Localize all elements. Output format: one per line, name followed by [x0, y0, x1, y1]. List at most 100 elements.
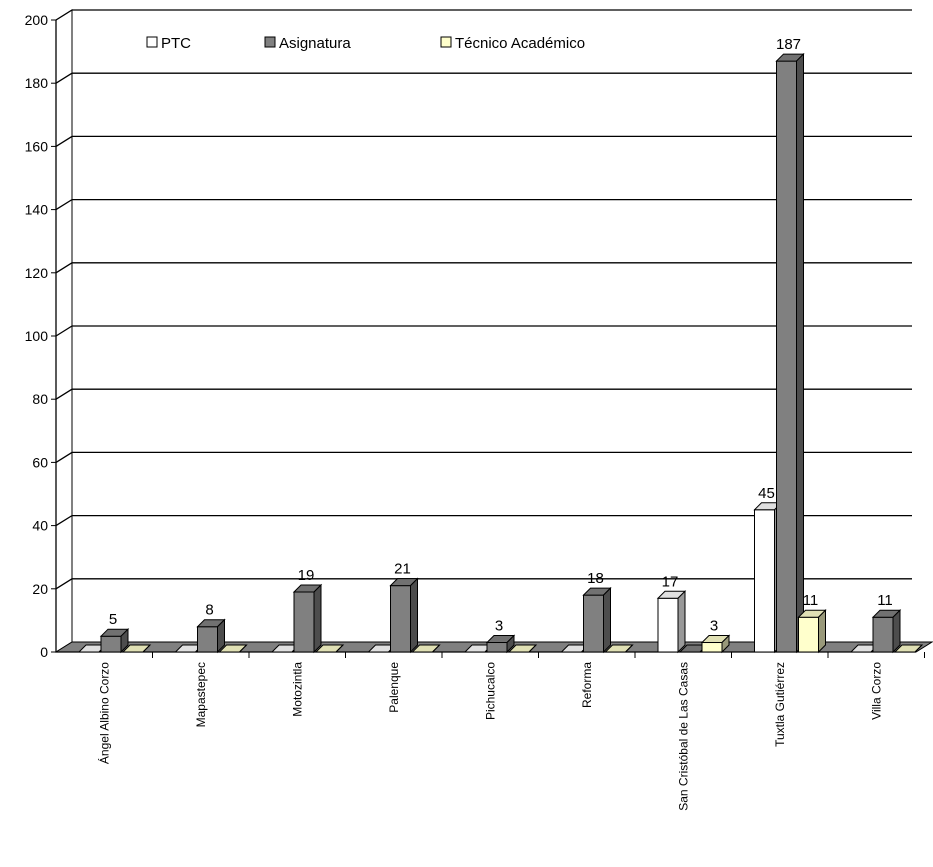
- bar-tecnico-academico-pichucalco-side: [528, 644, 537, 653]
- bar-asignatura-motozintla: [292, 583, 323, 654]
- gridline: [55, 451, 912, 463]
- bar-asignatura-villa-corzo-front: [872, 616, 894, 653]
- gridline: [55, 135, 912, 147]
- y-tick-label: 180: [25, 75, 49, 91]
- bar-tecnico-academico-villa-corzo-side: [914, 644, 923, 653]
- y-tick-label: 200: [25, 12, 49, 28]
- y-tick-label: 0: [40, 644, 48, 660]
- data-labels: 5 8 19 21 3 18 17 3 45 187 11 11: [109, 36, 893, 634]
- data-label-asignatura-palenque: 21: [394, 561, 411, 578]
- legend-label-ptc: PTC: [161, 35, 191, 52]
- bar-asignatura-mapastepec-front: [197, 626, 218, 653]
- bar-tecnico-academico-san-cristobal-de-las-casas-side: [721, 634, 730, 654]
- bar-asignatura-villa-corzo-side: [892, 609, 901, 654]
- category-label-villa-corzo: Villa Corzo: [869, 662, 883, 720]
- bar-tecnico-academico-palenque-side: [432, 644, 440, 653]
- y-tick-label: 140: [25, 202, 49, 218]
- bar-asignatura-tuxtla-gutierrez-side: [796, 52, 804, 654]
- bar-asignatura-angel-albino-corzo: [99, 627, 130, 654]
- bar-asignatura-palenque-front: [390, 585, 411, 653]
- bar-tecnico-academico-tuxtla-gutierrez-front: [798, 616, 819, 653]
- category-label-mapastepec: Mapastepec: [194, 662, 208, 727]
- bar-tecnico-academico-tuxtla-gutierrez-side: [818, 609, 826, 654]
- data-label-asignatura-tuxtla-gutierrez: 187: [776, 36, 801, 53]
- category-label-motozintla: Motozintla: [290, 662, 304, 717]
- bar-tecnico-academico-motozintla: [314, 644, 345, 653]
- bar-asignatura-palenque-side: [410, 577, 418, 654]
- legend-swatch-tecnico-academico: [440, 36, 452, 48]
- bar-asignatura-palenque: [389, 577, 419, 654]
- y-tick-label: 60: [32, 454, 48, 470]
- legend-label-asignatura: Asignatura: [279, 35, 351, 52]
- bar-tecnico-academico-mapastepec: [218, 644, 248, 653]
- bar-asignatura-villa-corzo: [871, 609, 902, 654]
- category-label-san-cristobal-de-las-casas: San Cristóbal de Las Casas: [676, 662, 690, 811]
- data-label-tecnico-academico-tuxtla-gutierrez: 11: [803, 592, 819, 609]
- y-tick-label: 160: [25, 138, 49, 154]
- category-label-pichucalco: Pichucalco: [483, 662, 497, 720]
- gridline: [55, 514, 912, 527]
- bar-tecnico-academico-motozintla-side: [335, 644, 344, 653]
- bar-tecnico-academico-reforma-side: [625, 644, 633, 653]
- bar-asignatura-pichucalco-side: [506, 634, 515, 654]
- bar-tecnico-academico-san-cristobal-de-las-casas: [700, 634, 731, 654]
- data-label-asignatura-angel-albino-corzo: 5: [109, 611, 117, 628]
- bar-asignatura-pichucalco: [485, 634, 516, 654]
- bar-tecnico-academico-villa-corzo: [893, 644, 924, 653]
- bar-tecnico-academico-tuxtla-gutierrez: [797, 609, 827, 654]
- legend-swatch-ptc: [146, 36, 158, 48]
- bar-tecnico-academico-reforma: [604, 644, 634, 653]
- bar-asignatura-angel-albino-corzo-front: [100, 635, 122, 653]
- bar-ptc-tuxtla-gutierrez-front: [754, 509, 775, 653]
- gridline: [55, 388, 912, 400]
- bar-asignatura-reforma: [582, 586, 612, 654]
- bar-asignatura-motozintla-front: [293, 591, 315, 653]
- y-tick-label: 120: [25, 265, 49, 281]
- bar-asignatura-reforma-front: [583, 594, 604, 653]
- gridline: [55, 262, 912, 274]
- legend-label-tecnico-academico: Técnico Académico: [455, 35, 585, 52]
- bar-tecnico-academico-palenque: [411, 644, 441, 653]
- category-label-tuxtla-gutierrez: Tuxtla Gutiérrez: [773, 662, 787, 747]
- data-label-asignatura-reforma: 18: [587, 570, 604, 587]
- gridline: [55, 325, 912, 337]
- bar-asignatura-reforma-side: [603, 586, 611, 654]
- bar-ptc-san-cristobal-de-las-casas-side: [677, 590, 686, 654]
- data-label-asignatura-mapastepec: 8: [205, 602, 213, 619]
- data-label-tecnico-academico-san-cristobal-de-las-casas: 3: [710, 618, 718, 635]
- legend: PTC Asignatura Técnico Académico: [146, 35, 585, 52]
- data-label-ptc-tuxtla-gutierrez: 45: [758, 485, 775, 502]
- bar-ptc-san-cristobal-de-las-casas-front: [657, 597, 679, 653]
- bar-asignatura-motozintla-side: [313, 583, 322, 654]
- data-label-asignatura-motozintla: 19: [298, 567, 315, 584]
- gridline: [55, 72, 912, 84]
- gridlines: [55, 9, 912, 590]
- y-tick-label: 100: [25, 328, 49, 344]
- gridline: [55, 9, 912, 21]
- bar-asignatura-tuxtla-gutierrez-front: [776, 60, 797, 653]
- gridline: [55, 198, 912, 211]
- y-tick-label: 80: [32, 391, 48, 407]
- bar-asignatura-tuxtla-gutierrez: [775, 52, 805, 654]
- bar-tecnico-academico-angel-albino-corzo: [121, 644, 152, 653]
- bar-tecnico-academico-san-cristobal-de-las-casas-front: [701, 642, 723, 653]
- category-label-palenque: Palenque: [387, 662, 401, 713]
- gridline: [55, 578, 912, 590]
- bar-tecnico-academico-angel-albino-corzo-side: [142, 644, 151, 653]
- bar-tecnico-academico-mapastepec-side: [239, 644, 247, 653]
- y-tick-label: 40: [32, 518, 48, 534]
- data-label-asignatura-pichucalco: 3: [495, 618, 503, 635]
- category-label-reforma: Reforma: [580, 662, 594, 708]
- bar-asignatura-pichucalco-front: [486, 642, 508, 653]
- data-label-ptc-san-cristobal-de-las-casas: 17: [662, 573, 679, 590]
- bar-asignatura-angel-albino-corzo-side: [120, 627, 129, 654]
- bar-asignatura-mapastepec-side: [217, 618, 225, 654]
- legend-swatch-asignatura: [264, 36, 276, 48]
- bar-ptc-san-cristobal-de-las-casas: [656, 590, 687, 654]
- category-label-angel-albino-corzo: Ángel Albino Corzo: [96, 662, 111, 764]
- bar-asignatura-mapastepec: [196, 618, 226, 654]
- bar-tecnico-academico-pichucalco: [507, 644, 538, 653]
- bars: [77, 52, 924, 654]
- data-label-asignatura-villa-corzo: 11: [877, 592, 893, 609]
